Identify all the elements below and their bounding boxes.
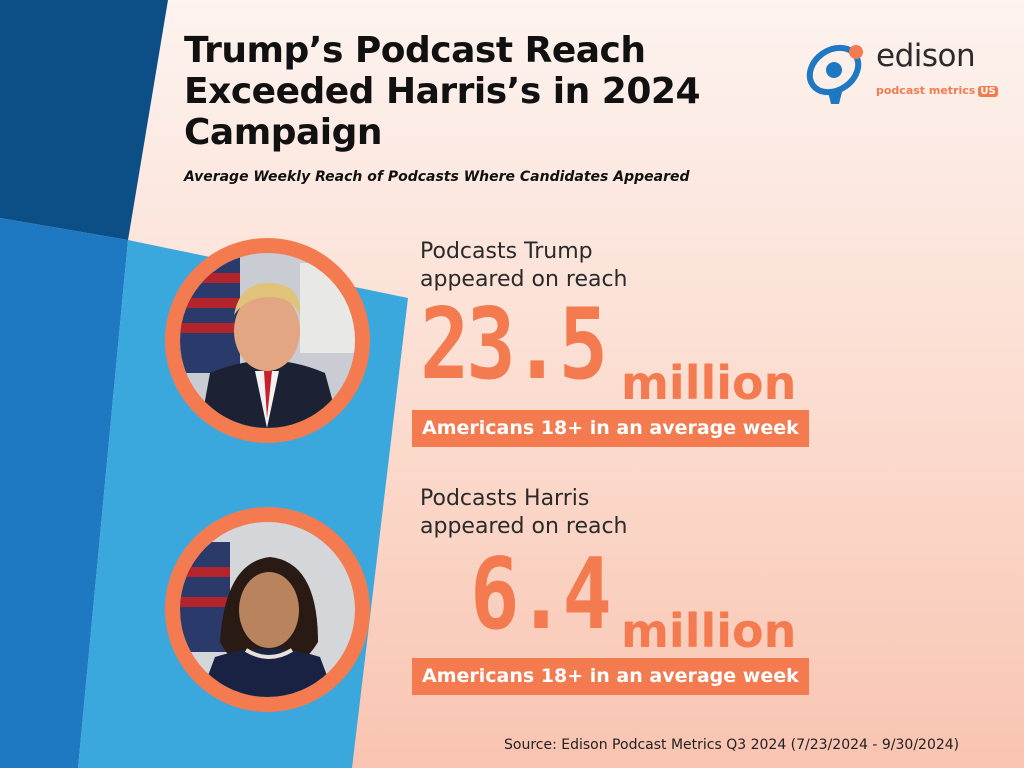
- harris-reach-unit: million: [621, 604, 797, 658]
- trump-reach-unit: million: [621, 356, 797, 410]
- source-note: Source: Edison Podcast Metrics Q3 2024 (…: [504, 737, 960, 753]
- trump-portrait-icon: [180, 253, 355, 428]
- harris-reach-value: 6.4: [470, 538, 612, 652]
- harris-portrait-icon: [180, 522, 355, 697]
- harris-descriptor-bar: Americans 18+ in an average week: [412, 658, 809, 695]
- logo-tagline: podcast metrics US: [876, 84, 998, 97]
- trump-lead-text: Podcasts Trump appeared on reach: [420, 239, 628, 292]
- trump-stat-block: Podcasts Trump appeared on reach: [420, 238, 860, 294]
- harris-photo: [165, 507, 370, 712]
- trump-photo: [165, 238, 370, 443]
- edison-bulb-icon: [806, 44, 863, 104]
- logo-us-badge: US: [978, 86, 998, 97]
- mid-blue-stripe: [0, 218, 128, 768]
- chart-subtitle: Average Weekly Reach of Podcasts Where C…: [184, 169, 690, 185]
- trump-reach-value: 23.5: [420, 288, 608, 402]
- logo-wordmark: edison: [876, 38, 976, 74]
- dark-blue-stripe: [0, 0, 168, 240]
- harris-lead-text: Podcasts Harris appeared on reach: [420, 486, 628, 539]
- harris-stat-block: Podcasts Harris appeared on reach: [420, 485, 860, 541]
- logo-tagline-text: podcast metrics: [876, 84, 976, 97]
- edison-logo: edison podcast metrics US: [798, 36, 998, 112]
- page-title: Trump’s Podcast Reach Exceeded Harris’s …: [184, 30, 701, 153]
- trump-descriptor-bar: Americans 18+ in an average week: [412, 410, 809, 447]
